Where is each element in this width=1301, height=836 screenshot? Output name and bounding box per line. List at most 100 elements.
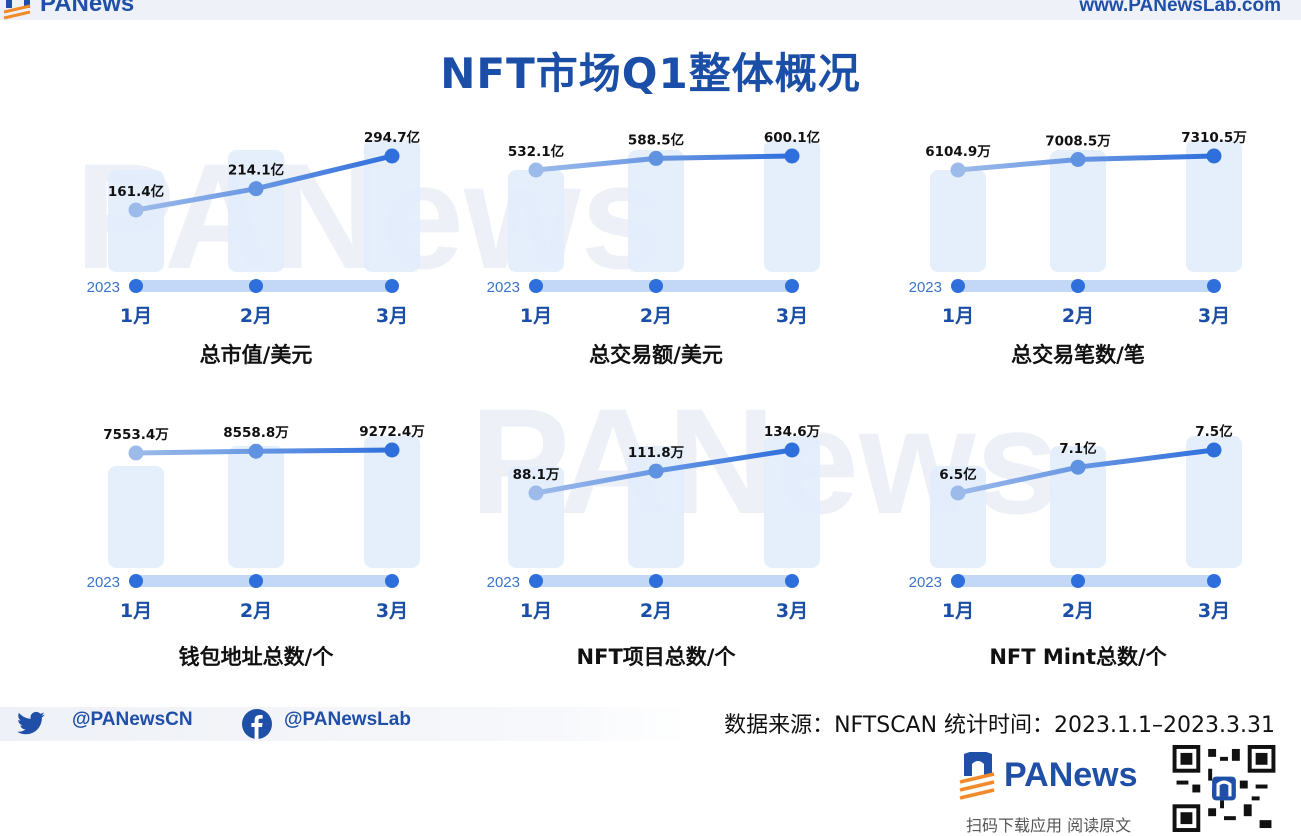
qr-code-icon[interactable] — [1172, 745, 1276, 832]
chart-5-bar-3 — [764, 436, 820, 568]
chart-3-month-label: 2月 — [1062, 305, 1094, 327]
chart-3-month-label: 3月 — [1198, 305, 1230, 327]
top-bar — [0, 0, 1301, 20]
chart-6-data-label: 6.5亿 — [939, 466, 976, 483]
brand-name: PANews — [40, 0, 135, 17]
chart-6-bar-2 — [1050, 446, 1106, 568]
chart-2-month-label: 1月 — [520, 305, 552, 327]
chart-5-point-1 — [528, 485, 544, 501]
chart-4-timeline-dot-1 — [129, 574, 143, 588]
site-url[interactable]: www.PANewsLab.com — [1079, 0, 1281, 16]
chart-5-month-label: 2月 — [640, 600, 672, 622]
chart-4-timeline-dot-2 — [249, 574, 263, 588]
chart-4-data-label: 9272.4万 — [359, 424, 425, 440]
panews-logo-icon — [3, 0, 31, 20]
chart-1-year: 2023 — [87, 279, 120, 296]
chart-4-bar-2 — [228, 446, 284, 568]
chart-1-month-label: 1月 — [120, 305, 152, 327]
chart-2-month-label: 2月 — [640, 305, 672, 327]
chart-1-data-label: 214.1亿 — [228, 162, 284, 179]
data-source: 数据来源：NFTSCAN 统计时间：2023.1.1–2023.3.31 — [724, 713, 1275, 738]
chart-4-data-label: 8558.8万 — [223, 425, 289, 441]
chart-6-data-label: 7.1亿 — [1059, 440, 1096, 457]
chart-4-data-label: 7553.4万 — [103, 427, 169, 443]
chart-5-year: 2023 — [487, 574, 520, 591]
chart-5-month-label: 3月 — [776, 600, 808, 622]
chart-1-data-label: 294.7亿 — [364, 129, 420, 146]
chart-4-point-2 — [248, 443, 264, 459]
chart-3-timeline-dot-2 — [1071, 279, 1085, 293]
chart-3-point-3 — [1206, 148, 1222, 164]
chart-5-point-2 — [648, 463, 664, 479]
chart-2-data-label: 532.1亿 — [508, 143, 564, 160]
chart-1-timeline-dot-1 — [129, 279, 143, 293]
chart-4-month-label: 3月 — [376, 600, 408, 622]
chart-1-point-2 — [248, 181, 264, 197]
chart-1-point-1 — [128, 202, 144, 218]
footer-brand: PANews — [1004, 756, 1138, 794]
chart-4-bar-3 — [364, 436, 420, 568]
chart-1-month-label: 3月 — [376, 305, 408, 327]
chart-4-month-label: 2月 — [240, 600, 272, 622]
chart-3-bar-3 — [1186, 140, 1242, 272]
chart-6-point-1 — [950, 485, 966, 501]
chart-2-bar-3 — [764, 140, 820, 272]
chart-2-point-2 — [648, 150, 664, 166]
footer-bar: @PANewsCN @PANewsLab 数据来源：NFTSCAN 统计时间：2… — [0, 707, 1301, 741]
chart-3-bar-2 — [1050, 150, 1106, 272]
chart-2-bar-2 — [628, 150, 684, 272]
chart-3-data-label: 7310.5万 — [1181, 130, 1247, 146]
chart-2-data-label: 600.1亿 — [764, 129, 820, 146]
chart-4-point-1 — [128, 445, 144, 461]
page-title: NFT市场Q1整体概况 — [440, 49, 861, 98]
twitter-icon[interactable] — [16, 711, 46, 737]
chart-6-timeline-dot-1 — [951, 574, 965, 588]
chart-1-title: 总市值/美元 — [200, 343, 313, 367]
chart-3-timeline-dot-1 — [951, 279, 965, 293]
chart-2-timeline-dot-3 — [785, 279, 799, 293]
chart-3-data-label: 7008.5万 — [1045, 134, 1111, 150]
chart-4-timeline-dot-3 — [385, 574, 399, 588]
twitter-handle[interactable]: @PANewsCN — [72, 709, 193, 730]
chart-3-title: 总交易笔数/笔 — [1011, 343, 1145, 367]
chart-4-point-3 — [384, 442, 400, 458]
chart-3-month-label: 1月 — [942, 305, 974, 327]
chart-5-timeline-dot-2 — [649, 574, 663, 588]
download-hint: 扫码下载应用 阅读原文 — [966, 816, 1132, 835]
chart-3-point-2 — [1070, 152, 1086, 168]
chart-2-timeline-dot-1 — [529, 279, 543, 293]
chart-6-title: NFT Mint总数/个 — [989, 645, 1167, 669]
chart-5-point-3 — [784, 442, 800, 458]
chart-6-timeline-dot-3 — [1207, 574, 1221, 588]
chart-6-month-label: 3月 — [1198, 600, 1230, 622]
chart-2-data-label: 588.5亿 — [628, 131, 684, 148]
chart-1-timeline-dot-3 — [385, 279, 399, 293]
chart-6-month-label: 1月 — [942, 600, 974, 622]
chart-5-data-label: 111.8万 — [628, 445, 684, 461]
footer-logo: PANews — [958, 752, 1158, 802]
chart-5-timeline-dot-3 — [785, 574, 799, 588]
chart-3-data-label: 6104.9万 — [925, 144, 991, 160]
chart-5-title: NFT项目总数/个 — [577, 645, 737, 669]
chart-1-bar-2 — [228, 150, 284, 272]
chart-5-data-label: 88.1万 — [513, 467, 560, 483]
chart-3-bar-1 — [930, 170, 986, 272]
facebook-handle[interactable]: @PANewsLab — [284, 709, 411, 730]
chart-2-year: 2023 — [487, 279, 520, 296]
chart-1-month-label: 2月 — [240, 305, 272, 327]
chart-1-point-3 — [384, 148, 400, 164]
chart-5-data-label: 134.6万 — [764, 424, 820, 440]
chart-4-series-line — [133, 447, 395, 456]
chart-6-bar-3 — [1186, 436, 1242, 568]
chart-5-timeline-dot-1 — [529, 574, 543, 588]
chart-3-point-1 — [950, 162, 966, 178]
chart-2-bar-1 — [508, 170, 564, 272]
chart-1-bar-3 — [364, 140, 420, 272]
chart-5-month-label: 1月 — [520, 600, 552, 622]
chart-2-timeline-dot-2 — [649, 279, 663, 293]
facebook-icon[interactable] — [242, 709, 272, 739]
chart-2-title: 总交易额/美元 — [589, 343, 723, 367]
chart-4-title: 钱包地址总数/个 — [179, 645, 335, 669]
chart-4-bar-1 — [108, 466, 164, 568]
chart-6-year: 2023 — [909, 574, 942, 591]
